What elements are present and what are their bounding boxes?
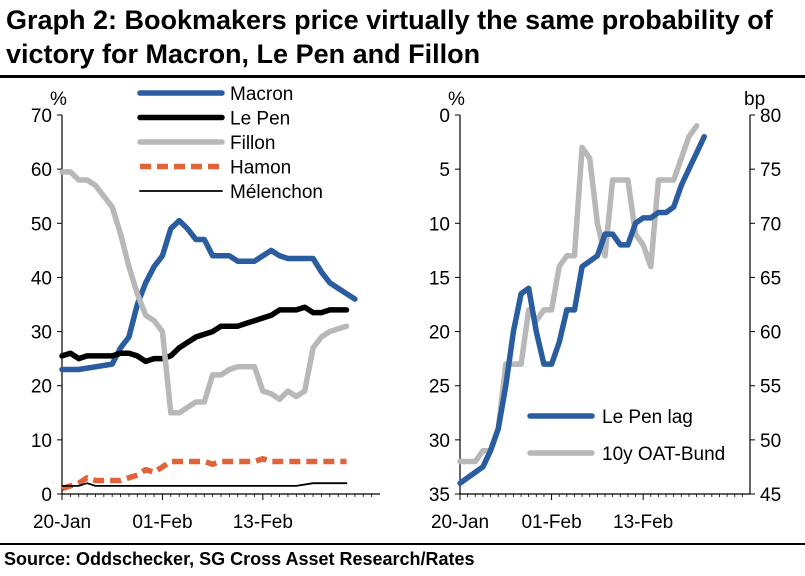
legend-label: Fillon	[230, 133, 275, 154]
right-left-y-tick-label: 10	[429, 214, 450, 235]
left-x-tick-label: 13-Feb	[233, 512, 293, 533]
right-right-y-tick-label: 75	[760, 160, 781, 181]
series-line-fillon	[59, 169, 350, 416]
title-rule	[0, 75, 805, 78]
right-right-y-tick-label: 55	[760, 377, 781, 398]
right-x-tick-label: 01-Feb	[521, 512, 581, 533]
legend-label: Mélenchon	[230, 182, 323, 203]
legend-label: Le Pen	[230, 109, 290, 130]
right-left-y-tick-label: 5	[439, 160, 450, 181]
legend-label: 10y OAT-Bund	[602, 444, 725, 465]
right-right-y-tick-label: 65	[760, 268, 781, 289]
right-right-y-tick-label: 80	[760, 106, 781, 127]
right-left-y-tick-label: 0	[439, 106, 450, 127]
source-rule	[0, 543, 805, 545]
legend-label: Hamon	[230, 158, 291, 179]
right-left-y-tick-label: 15	[429, 268, 450, 289]
left-y-tick-label: 0	[41, 485, 52, 506]
left-y-tick-label: 10	[31, 431, 52, 452]
right-right-unit-label: bp	[744, 89, 765, 110]
legend-label: Macron	[230, 84, 293, 105]
left-y-tick-label: 50	[31, 214, 52, 235]
source-note: Source: Oddschecker, SG Cross Asset Rese…	[4, 549, 475, 569]
left-y-tick-label: 70	[31, 106, 52, 127]
right-left-unit-label: %	[448, 89, 465, 110]
right-chart: 0 5 10 15 20 25 30 35 45 50 55 60 65 70 75 80% bp 20-Jan 0…	[429, 89, 781, 533]
right-right-y-tick-label: 70	[760, 214, 781, 235]
right-right-y-tick-label: 60	[760, 323, 781, 344]
right-x-tick-label: 20-Jan	[431, 512, 489, 533]
right-x-tick-label: 13-Feb	[613, 512, 673, 533]
right-left-y-tick-label: 25	[429, 377, 450, 398]
series-line-lepen	[59, 304, 350, 365]
left-y-tick-label: 20	[31, 377, 52, 398]
left-chart: 0 10 20 30 40 50 60 70% 20-Jan 01-Feb 13-Feb Macron…	[31, 84, 380, 533]
series-line-mlenchon	[61, 482, 348, 487]
chart-title: Graph 2: Bookmakers price virtually the …	[6, 5, 773, 69]
series-line-macron	[59, 217, 358, 373]
left-y-tick-label: 40	[31, 268, 52, 289]
series-line-lepenlag	[457, 133, 707, 486]
legend-label: Le Pen lag	[602, 407, 693, 428]
left-y-tick-label: 30	[31, 323, 52, 344]
left-y-tick-label: 60	[31, 160, 52, 181]
right-left-y-tick-label: 20	[429, 323, 450, 344]
right-right-y-tick-label: 45	[760, 485, 781, 506]
left-unit-label: %	[50, 89, 67, 110]
left-x-tick-label: 20-Jan	[33, 512, 91, 533]
series-line-hamon	[61, 456, 347, 492]
right-right-y-tick-label: 50	[760, 431, 781, 452]
right-left-y-tick-label: 30	[429, 431, 450, 452]
right-left-y-tick-label: 35	[429, 485, 450, 506]
left-x-tick-label: 01-Feb	[132, 512, 192, 533]
